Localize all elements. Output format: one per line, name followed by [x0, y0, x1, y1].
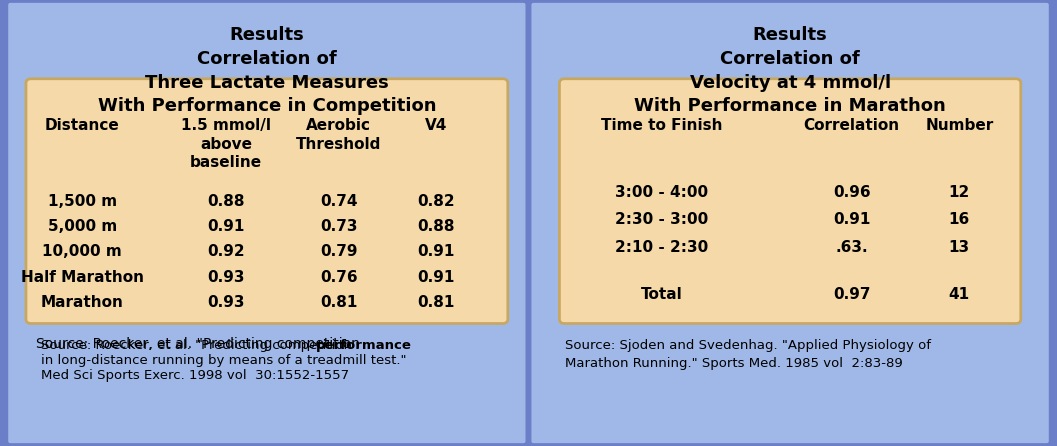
Text: 0.76: 0.76 — [320, 270, 357, 285]
Text: Total: Total — [642, 287, 683, 302]
Text: 2:30 - 3:00: 2:30 - 3:00 — [615, 212, 708, 227]
Text: Aerobic
Threshold: Aerobic Threshold — [296, 118, 382, 152]
Text: 0.93: 0.93 — [207, 295, 244, 310]
Text: 0.92: 0.92 — [207, 244, 244, 259]
Text: Med Sci Sports Exerc. 1998 vol  30:1552-1557: Med Sci Sports Exerc. 1998 vol 30:1552-1… — [41, 369, 350, 382]
FancyBboxPatch shape — [26, 79, 507, 323]
Text: Results
Correlation of
Velocity at 4 mmol/l
With Performance in Marathon: Results Correlation of Velocity at 4 mmo… — [634, 26, 946, 115]
Text: 0.81: 0.81 — [320, 295, 357, 310]
Text: 2:10 - 2:30: 2:10 - 2:30 — [615, 240, 708, 255]
Text: performance: performance — [316, 339, 411, 352]
Text: 0.96: 0.96 — [833, 185, 870, 200]
Text: Correlation: Correlation — [803, 118, 900, 133]
Text: Distance: Distance — [45, 118, 119, 133]
Text: 0.73: 0.73 — [320, 219, 357, 234]
Text: 0.74: 0.74 — [320, 194, 357, 209]
Text: 16: 16 — [948, 212, 970, 227]
Text: 1.5 mmol/l
above
baseline: 1.5 mmol/l above baseline — [181, 118, 271, 170]
Text: 0.82: 0.82 — [418, 194, 455, 209]
Text: 10,000 m: 10,000 m — [42, 244, 123, 259]
Text: 0.91: 0.91 — [418, 270, 455, 285]
Text: 0.88: 0.88 — [418, 219, 455, 234]
Text: 0.79: 0.79 — [320, 244, 357, 259]
Text: Results
Correlation of
Three Lactate Measures
With Performance in Competition: Results Correlation of Three Lactate Mea… — [97, 26, 437, 115]
Text: 0.91: 0.91 — [833, 212, 870, 227]
Text: V4: V4 — [425, 118, 447, 133]
Text: Source: Roecker, et al. "Predicting competition: Source: Roecker, et al. "Predicting comp… — [41, 339, 356, 352]
Text: 12: 12 — [948, 185, 970, 200]
Text: Source: Sjoden and Svedenhag. "Applied Physiology of
Marathon Running." Sports M: Source: Sjoden and Svedenhag. "Applied P… — [564, 339, 930, 370]
Text: 5,000 m: 5,000 m — [48, 219, 117, 234]
Text: 3:00 - 4:00: 3:00 - 4:00 — [615, 185, 708, 200]
FancyBboxPatch shape — [528, 0, 1052, 446]
Text: .63.: .63. — [835, 240, 868, 255]
Text: 0.81: 0.81 — [418, 295, 455, 310]
Text: 0.88: 0.88 — [207, 194, 244, 209]
FancyBboxPatch shape — [5, 0, 528, 446]
Text: Marathon: Marathon — [41, 295, 124, 310]
Text: Source: Roecker, et al. "Predicting competition: Source: Roecker, et al. "Predicting comp… — [36, 337, 365, 351]
Text: 0.91: 0.91 — [207, 219, 244, 234]
Text: 0.97: 0.97 — [833, 287, 870, 302]
Text: 41: 41 — [949, 287, 970, 302]
Text: 1,500 m: 1,500 m — [48, 194, 117, 209]
FancyBboxPatch shape — [559, 79, 1021, 323]
Text: 0.91: 0.91 — [418, 244, 455, 259]
Text: Time to Finish: Time to Finish — [601, 118, 723, 133]
Text: in long-distance running by means of a treadmill test.": in long-distance running by means of a t… — [41, 354, 407, 367]
Text: 13: 13 — [949, 240, 970, 255]
Text: Number: Number — [925, 118, 994, 133]
Text: 0.93: 0.93 — [207, 270, 244, 285]
Text: Half Marathon: Half Marathon — [21, 270, 144, 285]
Text: Source: Roecker, et al. "Predicting competition performance: Source: Roecker, et al. "Predicting comp… — [36, 337, 453, 351]
